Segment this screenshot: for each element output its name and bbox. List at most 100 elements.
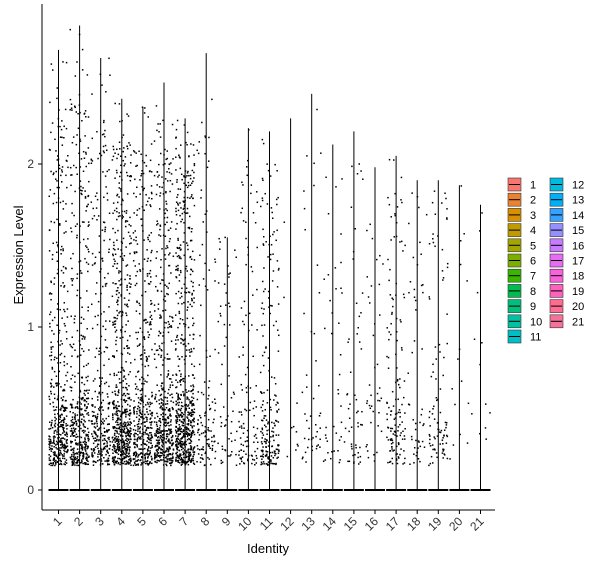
data-point	[158, 131, 160, 133]
data-point	[85, 165, 88, 168]
data-point	[166, 358, 169, 360]
data-point	[244, 408, 246, 411]
data-point	[108, 169, 110, 171]
data-point	[103, 311, 105, 313]
legend-item-14: 14	[549, 208, 584, 222]
data-point	[446, 435, 449, 438]
data-point	[201, 424, 204, 427]
data-point	[57, 362, 59, 364]
data-point	[268, 440, 271, 443]
data-point	[60, 452, 62, 455]
data-point	[128, 463, 130, 465]
data-point	[269, 175, 272, 177]
data-point	[87, 362, 90, 365]
data-point	[263, 351, 266, 354]
data-point	[86, 459, 88, 461]
data-point	[64, 406, 67, 409]
data-point	[377, 399, 379, 402]
data-point	[144, 456, 147, 459]
data-point	[171, 396, 174, 399]
data-point	[93, 263, 96, 265]
data-point	[170, 430, 173, 433]
data-point	[58, 329, 61, 332]
data-point	[147, 438, 150, 440]
data-point	[169, 410, 171, 412]
data-point	[185, 287, 188, 290]
data-point	[240, 211, 242, 214]
data-point	[48, 293, 51, 295]
data-point	[180, 443, 183, 445]
data-point	[178, 280, 181, 282]
data-point	[147, 445, 150, 448]
data-point	[150, 455, 153, 458]
data-point	[88, 389, 90, 392]
data-point	[57, 441, 59, 444]
data-point	[262, 364, 265, 367]
data-point	[117, 286, 119, 289]
data-point	[126, 174, 129, 177]
data-point	[264, 408, 267, 411]
data-point	[58, 223, 61, 225]
data-point	[175, 207, 177, 210]
data-point	[357, 456, 359, 459]
data-point	[397, 426, 400, 428]
data-point	[296, 402, 298, 404]
data-point	[190, 436, 192, 439]
data-point	[261, 280, 264, 283]
data-point	[205, 349, 208, 352]
data-point	[52, 463, 55, 465]
data-point	[191, 182, 193, 184]
data-point	[169, 179, 172, 182]
data-point	[147, 331, 149, 333]
data-point	[48, 463, 51, 466]
data-point	[157, 454, 159, 457]
data-point	[261, 392, 263, 395]
data-point	[176, 402, 179, 404]
data-point	[175, 252, 177, 254]
data-point	[157, 308, 160, 310]
data-point	[98, 377, 101, 379]
data-point	[71, 460, 73, 463]
data-point	[82, 318, 85, 320]
data-point	[126, 445, 128, 447]
data-point	[396, 206, 399, 208]
data-point	[239, 457, 242, 459]
data-point	[157, 353, 160, 356]
data-point	[167, 374, 169, 376]
data-point	[158, 174, 160, 177]
data-point	[278, 267, 280, 270]
data-point	[186, 131, 189, 134]
data-point	[187, 342, 190, 345]
data-point	[170, 400, 172, 402]
data-point	[394, 424, 397, 426]
data-point	[386, 327, 388, 329]
data-point	[156, 349, 159, 351]
data-point	[112, 227, 114, 230]
data-point	[97, 429, 100, 431]
data-point	[171, 317, 174, 319]
data-point	[49, 311, 52, 313]
data-point	[157, 334, 160, 337]
data-point	[141, 331, 144, 333]
data-point	[74, 75, 77, 77]
data-point	[51, 329, 53, 332]
data-point	[91, 448, 93, 451]
data-point	[80, 408, 82, 411]
data-point	[151, 394, 154, 397]
data-point	[441, 439, 444, 441]
data-point	[439, 443, 441, 445]
data-point	[150, 434, 153, 436]
data-point	[187, 448, 190, 450]
data-point	[140, 459, 142, 461]
data-point	[445, 197, 447, 200]
data-point	[442, 277, 445, 279]
data-point	[121, 136, 123, 139]
data-point	[186, 417, 189, 419]
data-point	[192, 289, 195, 292]
data-point	[265, 442, 267, 445]
data-point	[113, 450, 116, 452]
data-point	[70, 442, 72, 444]
data-point	[141, 160, 144, 162]
data-point	[189, 355, 191, 357]
data-point	[368, 404, 371, 407]
